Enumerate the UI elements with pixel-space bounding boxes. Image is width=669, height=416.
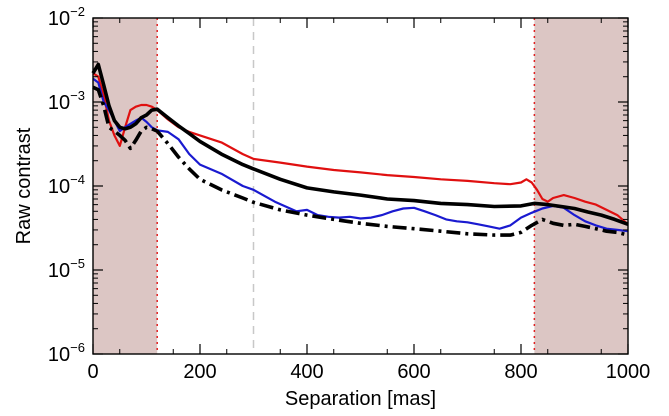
x-tick-label: 400 — [290, 361, 323, 383]
x-axis-label: Separation [mas] — [285, 388, 436, 410]
shaded-region-2 — [534, 18, 628, 354]
x-tick-label: 200 — [183, 361, 216, 383]
x-tick-label: 800 — [504, 361, 537, 383]
y-axis-label: Raw contrast — [13, 127, 35, 244]
y-tick-label: 10−6 — [48, 340, 85, 366]
y-tick-label: 10−5 — [48, 256, 85, 282]
x-tick-label: 600 — [397, 361, 430, 383]
x-tick-label: 0 — [87, 361, 98, 383]
y-tick-label: 10−3 — [48, 88, 85, 114]
series-line-4 — [92, 85, 629, 237]
series-line-1 — [92, 72, 629, 226]
x-tick-label: 1000 — [606, 361, 651, 383]
series-line-3 — [91, 62, 629, 226]
shaded-regions — [93, 18, 628, 354]
y-tick-label: 10−2 — [48, 4, 85, 30]
axis-ticks: 0 200 400 600 800 1000 10−6 10−5 10−4 10−3 10−2 — [48, 4, 650, 383]
data-series — [91, 62, 629, 237]
shaded-region-1 — [93, 18, 158, 354]
y-tick-label: 10−4 — [48, 172, 85, 198]
